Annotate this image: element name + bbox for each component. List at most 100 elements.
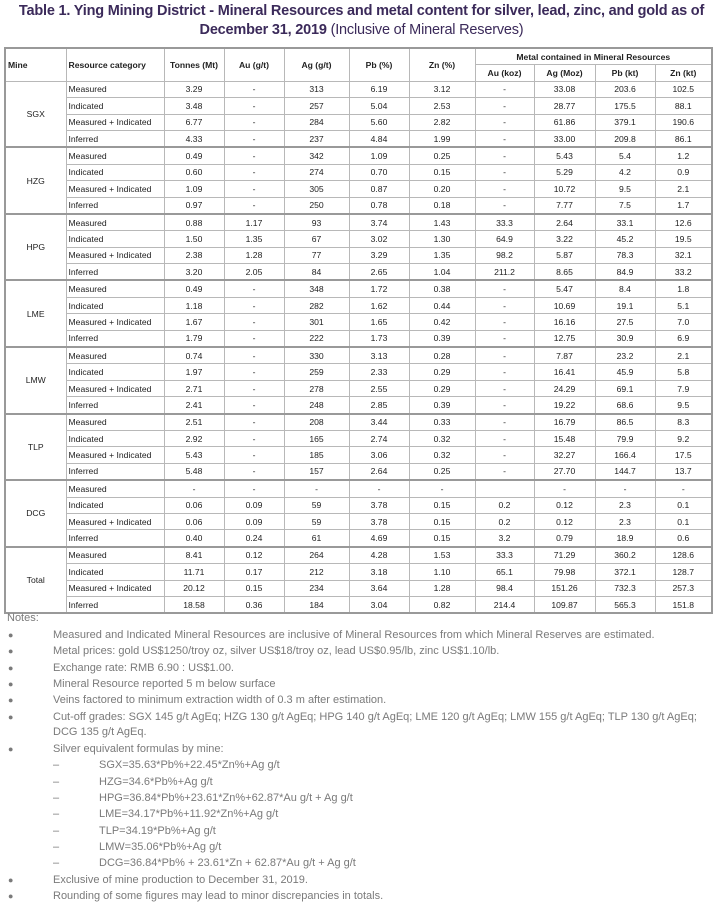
table-cell: - xyxy=(474,279,535,298)
table-cell: 0.15 xyxy=(408,529,476,548)
table-cell: 0.09 xyxy=(223,512,285,531)
table-cell: 1.50 xyxy=(163,230,225,248)
table-cell: 17.5 xyxy=(654,446,713,464)
table-cell: 28.77 xyxy=(533,97,596,115)
table-cell: - xyxy=(474,313,535,331)
table-cell: 0.1 xyxy=(654,496,713,514)
table-cell: 11.71 xyxy=(163,563,225,581)
table-cell: 59 xyxy=(283,512,350,531)
table-cell: 6.19 xyxy=(348,80,410,99)
dash-marker: – xyxy=(53,759,60,772)
resource-category: Measured xyxy=(65,479,165,498)
table-cell: 1.2 xyxy=(654,146,713,165)
resource-category: Inferred xyxy=(65,329,165,348)
table-cell: 2.64 xyxy=(533,212,596,232)
table-cell: 3.04 xyxy=(348,595,410,614)
header-tonnes: Tonnes (Mt) xyxy=(163,47,225,82)
table-row: Indicated 11.71 0.17 212 3.18 1.10 65.1 79.98 37… xyxy=(5,563,713,581)
table-row: Indicated 0.06 0.09 59 3.78 0.15 0.2 0.12 2.3 0.1 xyxy=(5,496,713,514)
table-cell: 1.28 xyxy=(223,246,285,265)
table-cell: 212 xyxy=(283,563,350,581)
table-cell: 5.8 xyxy=(654,363,713,381)
table-cell: - xyxy=(163,479,225,498)
table-row: Measured + Indicated 20.12 0.15 234 3.64 1.28… xyxy=(5,579,713,597)
table-cell: - xyxy=(223,129,285,148)
table-cell: 165 xyxy=(283,429,350,448)
table-cell: 1.67 xyxy=(163,313,225,331)
note-text: Measured and Indicated Mineral Resources… xyxy=(53,629,655,641)
dash-marker: – xyxy=(53,808,60,821)
resource-category: Measured xyxy=(65,146,165,165)
table-cell: 2.85 xyxy=(348,396,410,415)
table-cell: 0.24 xyxy=(223,529,285,548)
table-cell: 208 xyxy=(283,412,350,431)
table-cell: 0.32 xyxy=(408,446,476,464)
table-cell: 3.48 xyxy=(163,97,225,115)
table-cell: - xyxy=(223,163,285,182)
resource-category: Indicated xyxy=(65,296,165,315)
table-cell: 4.28 xyxy=(348,545,410,565)
table-cell: 77 xyxy=(283,246,350,265)
table-cell: 3.12 xyxy=(408,80,476,99)
header-pb-kt: Pb (kt) xyxy=(594,64,656,82)
table-cell: 6.77 xyxy=(163,113,225,131)
table-cell: 78.3 xyxy=(594,246,656,265)
table-cell: - xyxy=(223,180,285,198)
table-cell: 0.12 xyxy=(533,512,596,531)
header-zn-kt: Zn (kt) xyxy=(654,64,713,82)
table-cell: 19.22 xyxy=(533,396,596,415)
table-cell: 209.8 xyxy=(594,129,656,148)
table-cell: 6.9 xyxy=(654,329,713,348)
table-cell: 237 xyxy=(283,129,350,148)
table-cell: - xyxy=(474,379,535,398)
table-cell: 98.4 xyxy=(474,579,535,597)
table-cell: 30.9 xyxy=(594,329,656,348)
table-cell: 5.04 xyxy=(348,97,410,115)
table-cell: 0.60 xyxy=(163,163,225,182)
table-cell: 12.6 xyxy=(654,212,713,232)
table-cell: 128.6 xyxy=(654,545,713,565)
table-cell: 24.29 xyxy=(533,379,596,398)
table-cell: 1.10 xyxy=(408,563,476,581)
bullet-icon: ● xyxy=(8,890,14,901)
table-cell: 732.3 xyxy=(594,579,656,597)
table-cell: - xyxy=(594,479,656,498)
table-row: Measured + Indicated 1.67-301 1.65 0.42-16.… xyxy=(5,313,713,331)
table-cell: 3.74 xyxy=(348,212,410,232)
table-row: SGX Measured 3.29-313 6.19 3.12-33.08 203.6 10… xyxy=(4,80,713,148)
table-cell: 18.58 xyxy=(163,595,225,614)
table-cell: 0.17 xyxy=(223,563,285,581)
table-cell: 33.3 xyxy=(474,545,535,565)
table-cell: 0.82 xyxy=(408,595,476,614)
table-cell: 0.29 xyxy=(408,363,476,381)
table-cell: 93 xyxy=(283,212,350,232)
table-cell: 67 xyxy=(283,230,350,248)
mine-name: TLP xyxy=(4,412,67,481)
table-cell: - xyxy=(654,479,713,498)
table-cell: 0.88 xyxy=(163,212,225,232)
formula-text: LMW=35.06*Pb%+Ag g/t xyxy=(99,840,222,853)
table-cell: 1.53 xyxy=(408,545,476,565)
table-cell: 0.15 xyxy=(408,163,476,182)
table-cell: 10.69 xyxy=(533,296,596,315)
table-row: Measured + Indicated 2.38 1.28 77 3.29 1.35 98… xyxy=(5,246,713,265)
table-cell: 2.33 xyxy=(348,363,410,381)
table-cell: - xyxy=(474,346,535,365)
table-cell: 7.9 xyxy=(654,379,713,398)
table-cell: 3.06 xyxy=(348,446,410,464)
note-text: Cut-off grades: SGX 145 g/t AgEq; HZG 13… xyxy=(53,710,697,738)
table-cell: 151.26 xyxy=(533,579,596,597)
header-metal-contained: Metal contained in Mineral Resources xyxy=(474,47,713,66)
mine-name: SGX xyxy=(4,80,67,148)
header-pb-grade: Pb (%) xyxy=(348,47,410,82)
table-cell: 12.75 xyxy=(533,329,596,348)
table-cell: - xyxy=(223,97,285,115)
table-cell: 7.5 xyxy=(594,196,656,215)
table-cell: - xyxy=(223,279,285,298)
table-cell: 128.7 xyxy=(654,563,713,581)
table-cell: 2.38 xyxy=(163,246,225,265)
table-cell: 0.12 xyxy=(533,496,596,514)
table-cell: 18.9 xyxy=(594,529,656,548)
table-row: Inferred 1.79-222 1.73 0.39-12.75 30.9 6.9 xyxy=(5,329,713,348)
table-cell: 4.33 xyxy=(163,129,225,148)
